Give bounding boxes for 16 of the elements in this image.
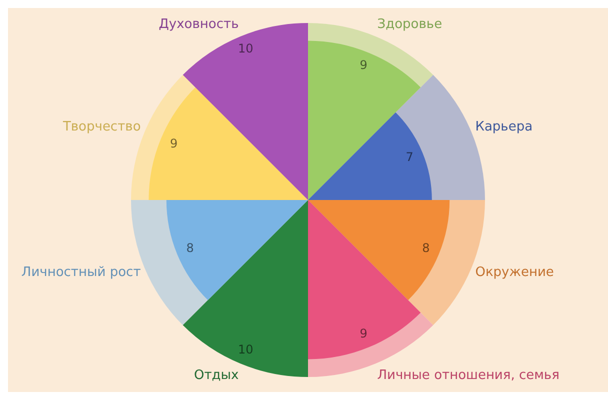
data-label: 8 <box>422 240 430 255</box>
data-label: 9 <box>360 58 368 72</box>
category-label: Карьера <box>475 120 533 135</box>
category-label: Окружение <box>475 265 554 280</box>
category-label: Личные отношения, семья <box>377 368 560 383</box>
data-label: 7 <box>406 150 414 164</box>
category-label: Здоровье <box>377 16 442 32</box>
category-label: Отдых <box>194 368 240 383</box>
data-label: 10 <box>238 42 254 56</box>
category-label: Личностный рост <box>21 265 142 280</box>
category-label: Духовность <box>158 16 239 32</box>
data-label: 8 <box>186 240 194 255</box>
data-label: 9 <box>170 136 178 151</box>
data-label: 9 <box>360 326 368 340</box>
category-label: Творчество <box>62 120 141 135</box>
data-label: 10 <box>238 342 254 357</box>
